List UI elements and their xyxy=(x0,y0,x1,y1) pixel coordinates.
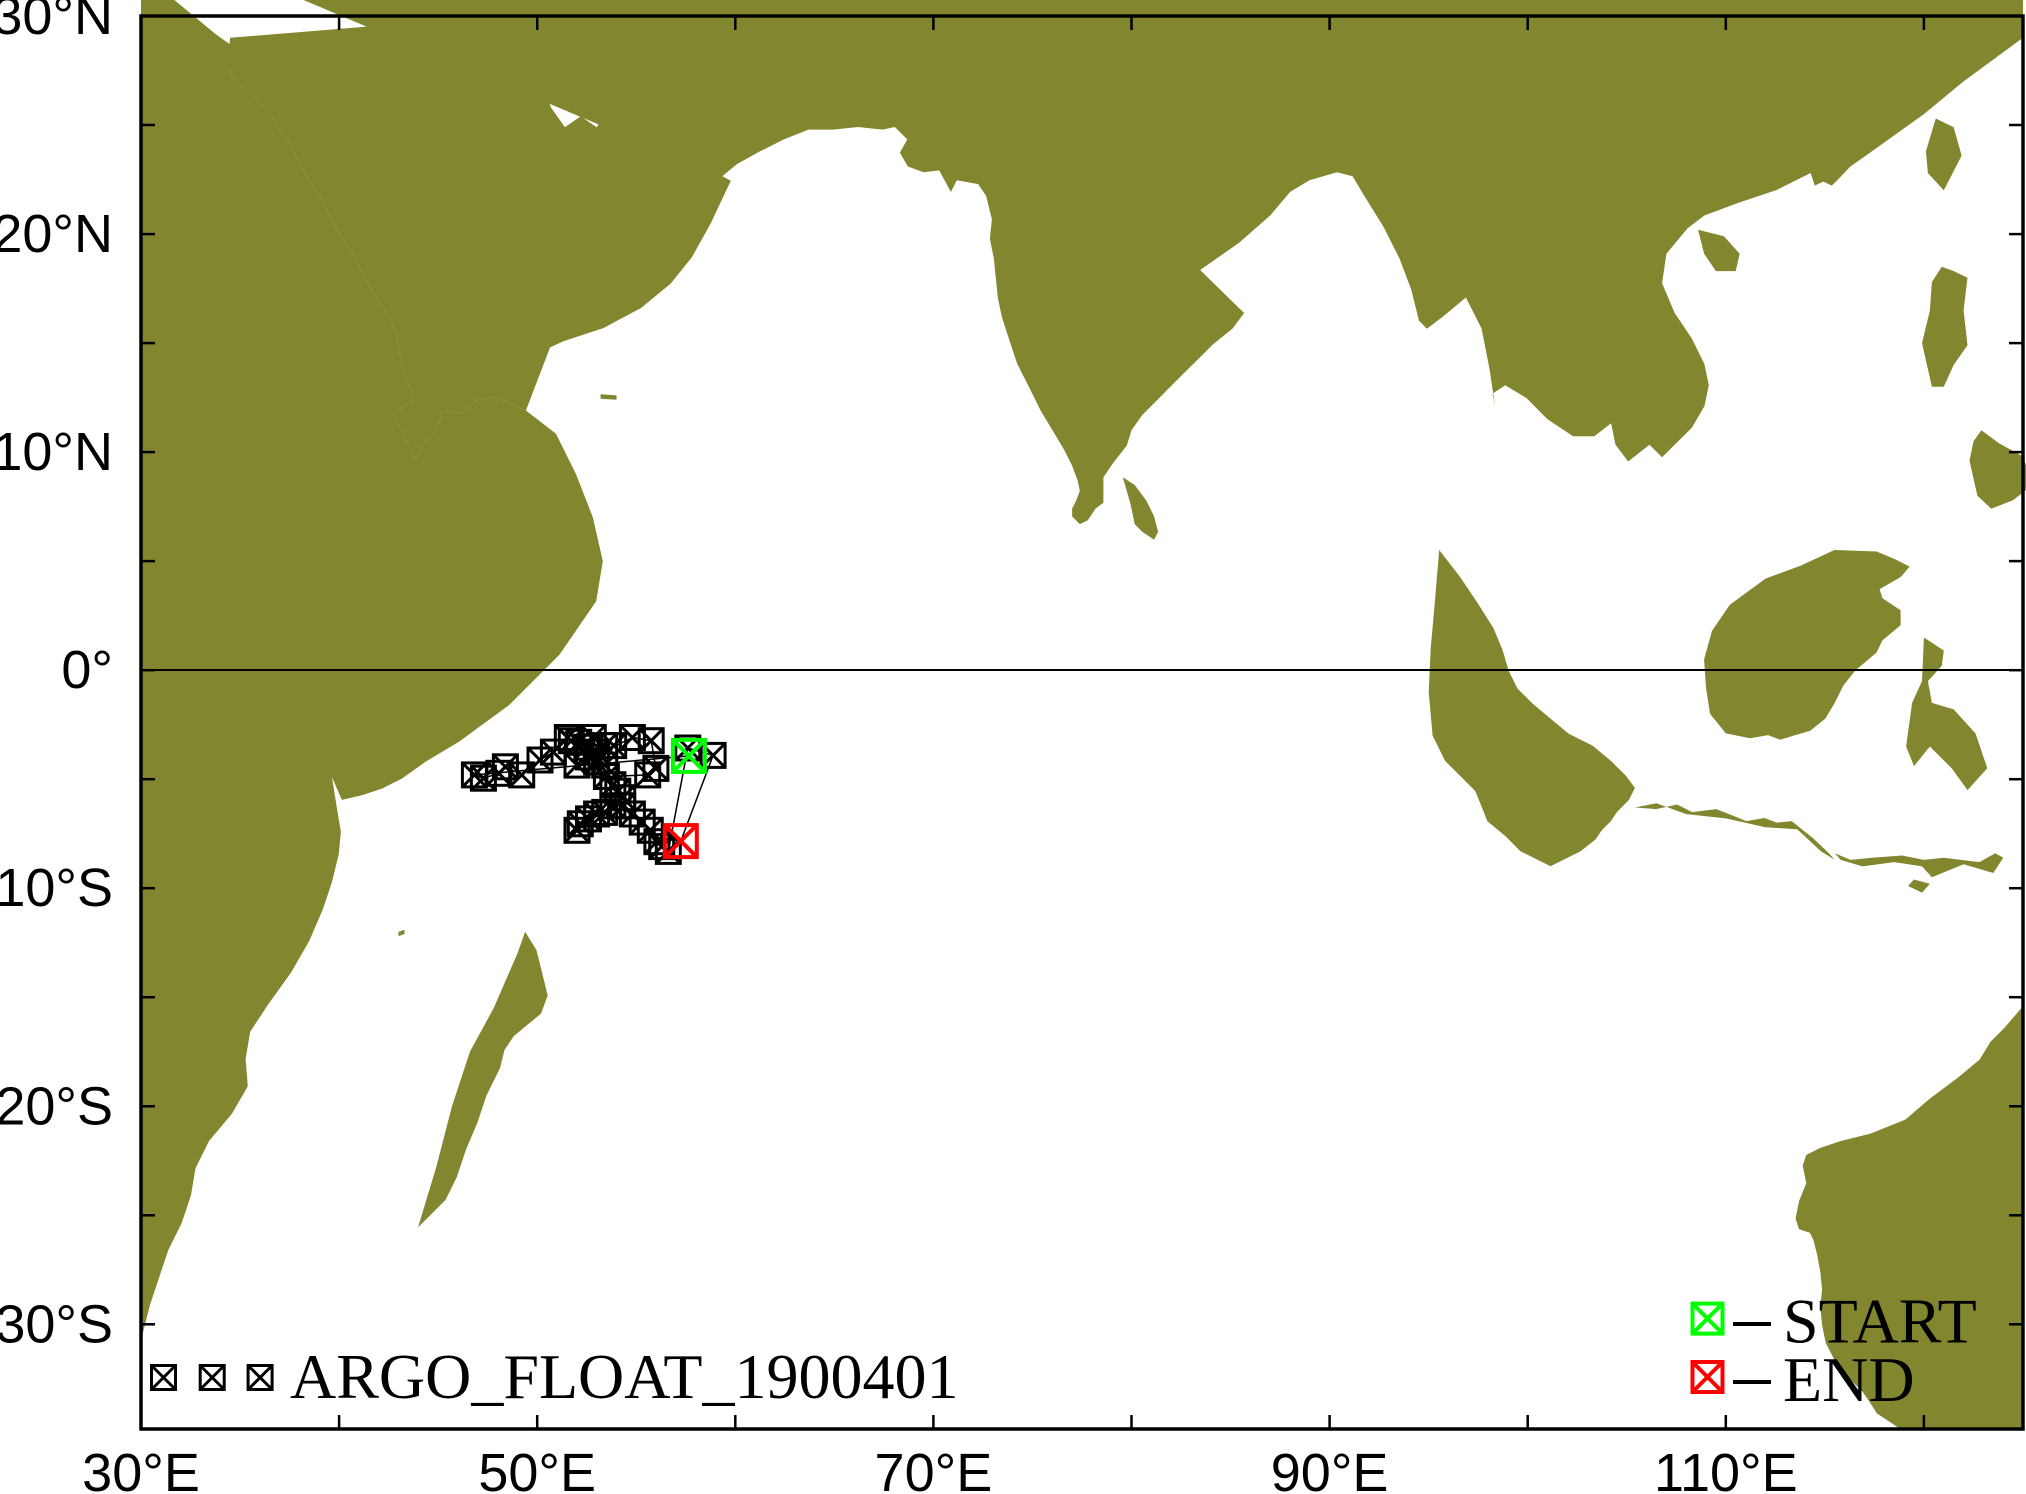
svg-text:110°E: 110°E xyxy=(1654,1443,1798,1494)
svg-text:20°N: 20°N xyxy=(0,204,113,264)
svg-text:0°: 0° xyxy=(61,640,113,700)
svg-text:50°E: 50°E xyxy=(478,1443,596,1494)
svg-text:30°N: 30°N xyxy=(0,0,113,46)
svg-text:20°S: 20°S xyxy=(0,1076,113,1136)
svg-text:10°S: 10°S xyxy=(0,858,113,918)
svg-text:30°S: 30°S xyxy=(0,1294,113,1354)
svg-text:70°E: 70°E xyxy=(875,1443,993,1494)
svg-text:90°E: 90°E xyxy=(1271,1443,1389,1494)
svg-text:ARGO_FLOAT_1900401: ARGO_FLOAT_1900401 xyxy=(290,1341,958,1412)
svg-text:10°N: 10°N xyxy=(0,422,113,482)
svg-text:END: END xyxy=(1783,1344,1915,1415)
svg-text:30°E: 30°E xyxy=(82,1443,200,1494)
